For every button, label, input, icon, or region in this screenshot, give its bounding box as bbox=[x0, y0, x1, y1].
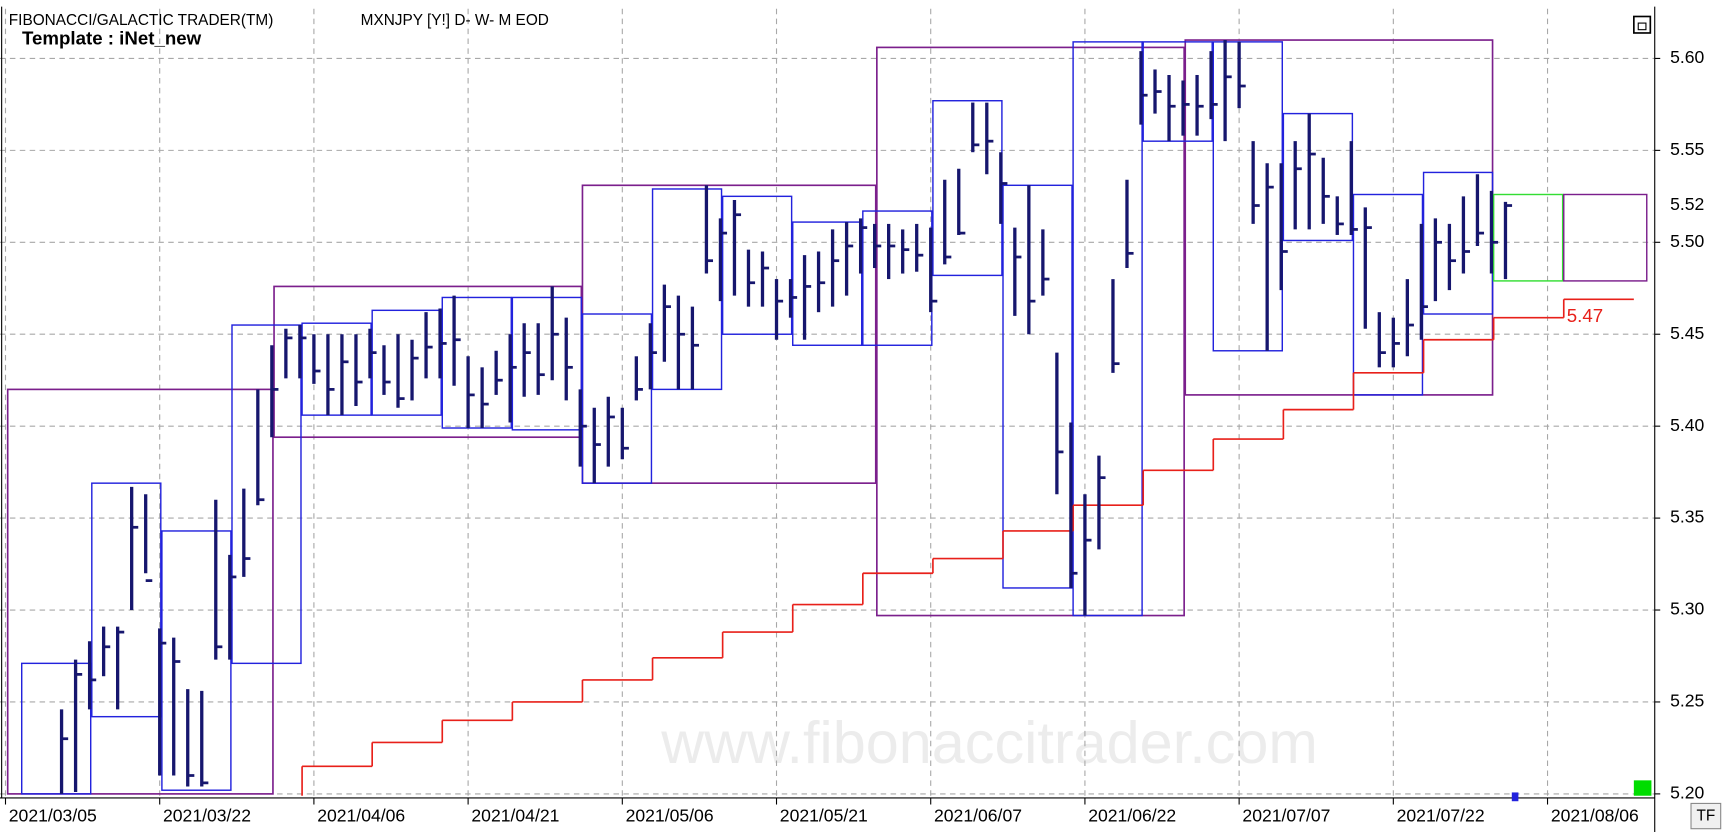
last-price-label: 5.52 bbox=[1670, 194, 1704, 214]
window-icon-inner bbox=[1637, 22, 1647, 31]
y-tick-label: 5.30 bbox=[1670, 599, 1704, 619]
y-tick-label: 5.25 bbox=[1670, 691, 1704, 711]
weekly-box bbox=[511, 296, 583, 431]
tf-button[interactable] bbox=[1690, 802, 1722, 830]
x-tick-label: 2021/03/22 bbox=[163, 805, 251, 825]
x-tick-label: 2021/03/05 bbox=[9, 805, 97, 825]
weekly-box bbox=[792, 221, 863, 346]
x-tick-label: 2021/07/07 bbox=[1242, 805, 1330, 825]
scroll-marker bbox=[1511, 792, 1519, 802]
plot-layer bbox=[0, 8, 1655, 796]
monthly-box bbox=[876, 46, 1185, 617]
y-tick-label: 5.35 bbox=[1670, 507, 1704, 527]
y-tick-label: 5.55 bbox=[1670, 139, 1704, 159]
x-tick-label: 2021/05/21 bbox=[780, 805, 868, 825]
weekly-box bbox=[1002, 184, 1073, 589]
x-tick-label: 2021/06/22 bbox=[1088, 805, 1176, 825]
weekly-box bbox=[161, 530, 232, 791]
watermark: www.fibonaccitrader.com bbox=[660, 709, 1318, 776]
weekly-box bbox=[581, 313, 653, 484]
window-icon[interactable] bbox=[1633, 15, 1652, 34]
x-tick-label: 2021/08/06 bbox=[1551, 805, 1639, 825]
x-tick-label: 2021/07/22 bbox=[1397, 805, 1485, 825]
chart-subtitle: MXNJPY [Y!] D- W- M EOD bbox=[361, 12, 549, 29]
weekly-box bbox=[231, 324, 302, 665]
projection-box bbox=[1492, 193, 1564, 282]
chart-title: FIBONACCI/GALACTIC TRADER(TM) bbox=[9, 12, 274, 29]
template-label: Template : iNet_new bbox=[22, 28, 202, 49]
x-tick-label: 2021/05/06 bbox=[626, 805, 714, 825]
y-tick-label: 5.50 bbox=[1670, 231, 1704, 251]
stop-annotation: 5.47 bbox=[1567, 305, 1603, 326]
weekly-box bbox=[1072, 41, 1143, 617]
weekly-box bbox=[91, 482, 162, 718]
projection-box bbox=[1563, 193, 1648, 282]
x-tick-label: 2021/04/06 bbox=[317, 805, 405, 825]
y-tick-label: 5.20 bbox=[1670, 783, 1704, 803]
x-tick-label: 2021/06/07 bbox=[934, 805, 1022, 825]
y-tick-label: 5.45 bbox=[1670, 323, 1704, 343]
monthly-box bbox=[6, 388, 274, 795]
tf-button-label[interactable]: TF bbox=[1696, 808, 1715, 825]
x-tick-label: 2021/04/21 bbox=[471, 805, 559, 825]
y-tick-label: 5.60 bbox=[1670, 47, 1704, 67]
y-tick-label: 5.40 bbox=[1670, 415, 1704, 435]
weekly-box bbox=[21, 662, 92, 795]
weekly-box bbox=[721, 195, 793, 335]
status-square bbox=[1633, 780, 1652, 796]
